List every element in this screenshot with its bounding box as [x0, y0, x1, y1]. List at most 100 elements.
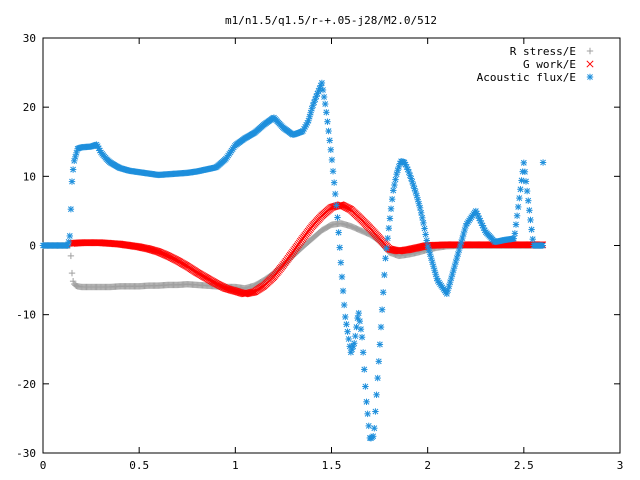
data-point	[539, 159, 547, 166]
data-point	[364, 410, 371, 418]
data-point	[305, 117, 312, 124]
data-point	[510, 235, 517, 242]
x-tick: 1	[232, 38, 239, 472]
y-tick: -10	[16, 309, 620, 322]
data-point	[381, 271, 388, 279]
data-point	[385, 225, 393, 232]
data-point	[325, 127, 332, 135]
data-point	[355, 309, 362, 317]
data-point	[345, 335, 352, 343]
data-point	[459, 234, 466, 242]
data-point	[361, 366, 368, 373]
data-point	[423, 237, 430, 244]
data-point	[363, 398, 370, 406]
data-point	[512, 221, 520, 228]
data-point	[329, 168, 337, 175]
axis-ticks: 0 0.5 1 1.5 2 2.5 3 -30 -20 -10 0 10 20 30	[16, 32, 623, 472]
data-point	[430, 263, 437, 270]
y-tick-label: 20	[23, 101, 36, 114]
data-point	[306, 113, 313, 120]
legend-item: R stress/E	[510, 45, 594, 58]
legend-marker	[586, 73, 594, 81]
data-point	[518, 177, 525, 184]
data-point	[432, 271, 439, 278]
y-tick: -20	[16, 378, 620, 391]
data-point	[457, 242, 464, 250]
data-point	[339, 287, 347, 295]
data-point	[319, 86, 327, 94]
x-tick: 2	[424, 38, 431, 472]
data-point	[340, 301, 348, 309]
data-point	[460, 230, 467, 238]
data-point	[384, 235, 391, 242]
data-point	[390, 187, 397, 194]
data-point	[446, 278, 454, 286]
data-point	[392, 176, 399, 183]
data-point	[69, 277, 77, 285]
data-point	[388, 195, 396, 203]
data-point	[320, 93, 328, 101]
data-point	[409, 178, 416, 185]
data-point	[307, 109, 314, 116]
x-tick: 3	[617, 38, 623, 472]
data-point	[377, 323, 385, 331]
y-tick-label: 10	[23, 170, 36, 183]
chart-title: m1/n1.5/q1.5/r-+.05-j28/M2.0/512	[225, 14, 437, 27]
data-point	[387, 205, 395, 213]
data-point	[66, 232, 73, 240]
data-point	[328, 156, 336, 164]
x-tick-label: 0.5	[129, 459, 149, 472]
data-point	[416, 204, 424, 212]
legend-label: Acoustic flux/E	[477, 71, 576, 84]
data-point	[415, 200, 423, 207]
y-tick: 10	[23, 170, 620, 183]
data-point	[371, 425, 378, 432]
data-point	[327, 146, 335, 153]
data-point	[333, 202, 340, 209]
data-point	[419, 214, 426, 222]
data-point	[322, 100, 329, 108]
y-tick-label: 30	[23, 32, 36, 45]
x-tick-label: 0	[40, 459, 47, 472]
data-point	[68, 269, 76, 277]
y-tick: 20	[23, 101, 620, 114]
data-point	[528, 226, 535, 233]
x-tick: 0	[40, 38, 47, 472]
data-point	[374, 374, 381, 382]
x-tick-label: 1	[232, 459, 239, 472]
data-point	[358, 334, 366, 341]
data-point	[421, 225, 428, 232]
data-point	[69, 166, 77, 173]
data-point	[449, 270, 456, 278]
data-point	[452, 258, 459, 266]
data-point	[529, 235, 536, 243]
data-point	[443, 290, 451, 298]
x-tick: 2.5	[514, 38, 534, 472]
data-point	[391, 181, 398, 189]
data-point	[410, 181, 417, 189]
data-point	[424, 242, 432, 250]
data-point	[429, 259, 436, 266]
data-point	[356, 317, 364, 325]
data-point	[343, 321, 350, 328]
data-point	[349, 343, 357, 350]
data-point	[337, 259, 345, 266]
x-tick: 1.5	[322, 38, 341, 472]
data-point	[445, 282, 453, 290]
x-tick-label: 2.5	[514, 459, 534, 472]
data-point	[417, 209, 425, 217]
data-point	[426, 251, 434, 258]
data-point	[72, 153, 79, 161]
data-point	[523, 187, 531, 195]
data-point	[455, 246, 463, 254]
data-point	[517, 186, 524, 193]
data-point	[351, 340, 358, 347]
data-point	[539, 242, 546, 249]
data-point	[376, 341, 384, 348]
data-point	[250, 288, 258, 296]
data-point	[324, 118, 331, 125]
data-point	[65, 238, 72, 246]
data-point	[67, 252, 75, 260]
legend-item: Acoustic flux/E	[477, 71, 594, 84]
